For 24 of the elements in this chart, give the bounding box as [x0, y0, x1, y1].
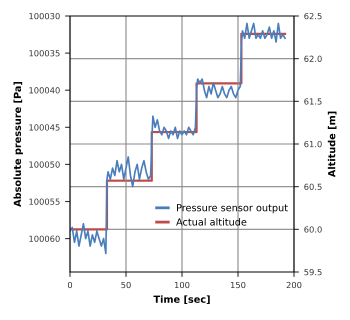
x-tick-label: 200: [286, 282, 302, 288]
y2-tick-label: 59.5: [304, 268, 322, 276]
y2-tick-label: 60.0: [304, 226, 322, 233]
y-tick-label: 100040: [29, 87, 60, 94]
y2-tick-label: 60.5: [304, 184, 322, 190]
x-tick-label: 0: [68, 282, 72, 288]
y-tick-label: 100035: [29, 50, 60, 56]
y2-tick-label: 61.0: [304, 140, 322, 148]
y-tick-label: 100030: [29, 12, 60, 20]
x-tick-label: 50: [121, 282, 131, 288]
y2-axis-title: Altitude [m]: [328, 112, 336, 178]
y-tick-label: 100060: [29, 236, 60, 242]
x-tick-label: 100: [174, 282, 190, 288]
legend-label: Actual altitude: [176, 218, 246, 226]
x-tick-label: 150: [230, 282, 246, 288]
y2-tick-label: 62.0: [304, 56, 322, 62]
x-axis-title: Time [sec]: [153, 295, 210, 304]
y2-tick-label: 61.5: [304, 98, 322, 105]
y-tick-label: 100055: [29, 198, 60, 205]
y-tick-label: 100050: [29, 161, 60, 168]
y2-tick-label: 62.5: [304, 12, 322, 20]
y-axis-title: Absolute pressure [Pa]: [14, 82, 23, 207]
y-tick-label: 100045: [29, 124, 60, 131]
legend-label: Pressure sensor output: [177, 204, 288, 214]
